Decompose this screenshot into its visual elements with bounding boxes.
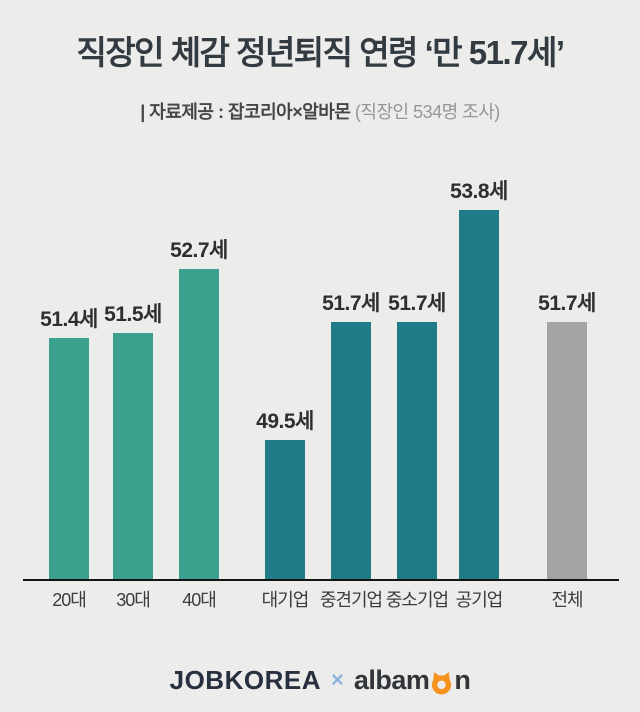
subtitle-note: (직장인 534명 조사)	[350, 102, 500, 122]
subtitle: | 자료제공 : 잡코리아×알바몬 (직장인 534명 조사)	[0, 98, 640, 124]
bar	[113, 333, 153, 579]
bar-value-label: 51.7세	[388, 292, 446, 315]
category-label: 중소기업	[385, 590, 449, 610]
bar-value-label: 51.4세	[40, 308, 98, 331]
albamon-logo: albam n	[354, 665, 471, 696]
bar-value-label: 51.7세	[322, 292, 380, 315]
bar	[49, 338, 89, 579]
bar-value-label: 51.5세	[104, 303, 162, 326]
jobkorea-logo: JOBKOREA	[169, 664, 321, 695]
footer-logos: JOBKOREA × albam n	[0, 658, 640, 702]
albamon-text-prefix: albam	[353, 664, 430, 695]
category-label: 40대	[182, 590, 217, 610]
bar	[331, 322, 371, 579]
bar	[179, 269, 219, 579]
bar-value-label: 53.8세	[450, 180, 508, 203]
bar	[547, 322, 587, 579]
category-label: 공기업	[455, 590, 504, 610]
category-label: 전체	[551, 590, 583, 610]
subtitle-source: | 자료제공 : 잡코리아×알바몬	[140, 102, 351, 122]
bar-value-label: 49.5세	[256, 410, 314, 433]
category-label: 중견기업	[319, 590, 383, 610]
albamon-text-suffix: n	[454, 664, 471, 695]
bar	[397, 322, 437, 579]
category-label: 대기업	[261, 590, 310, 610]
bar-value-label: 52.7세	[170, 239, 228, 262]
bar	[265, 440, 305, 579]
bar-value-label: 51.7세	[538, 292, 596, 315]
category-label: 30대	[116, 590, 151, 610]
cat-o-icon	[432, 671, 452, 694]
bar	[459, 210, 499, 579]
category-label: 20대	[52, 590, 87, 610]
x-axis-line	[23, 579, 619, 581]
x-collab-icon: ×	[330, 667, 344, 692]
page-title: 직장인 체감 정년퇴직 연령 ‘만 51.7세’	[76, 34, 565, 71]
